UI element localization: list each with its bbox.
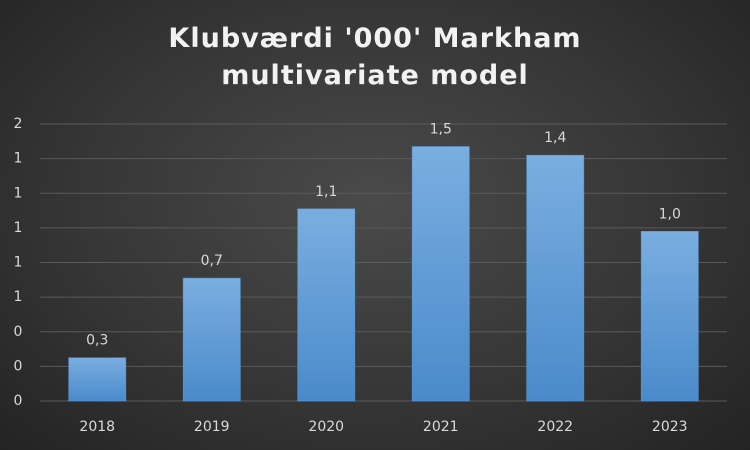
bar <box>640 231 699 402</box>
data-label: 1,4 <box>544 130 566 146</box>
x-tick-label: 2021 <box>423 419 459 435</box>
y-tick-label: 0 <box>14 358 23 374</box>
data-label: 0,7 <box>201 253 223 269</box>
y-tick-label: 1 <box>14 220 23 236</box>
data-label: 1,1 <box>315 184 337 200</box>
x-tick-label: 2018 <box>79 419 115 435</box>
chart-title: Klubværdi '000' Markham multivariate mod… <box>168 23 582 91</box>
x-tick-label: 2023 <box>652 419 688 435</box>
bar <box>411 146 470 402</box>
y-tick-label: 0 <box>14 324 23 340</box>
data-label: 1,0 <box>659 206 681 222</box>
y-tick-label: 1 <box>14 289 23 305</box>
y-tick-label: 0 <box>14 393 23 409</box>
x-tick-label: 2019 <box>194 419 230 435</box>
bar <box>526 154 585 402</box>
bar <box>297 208 356 402</box>
data-label: 0,3 <box>86 333 108 349</box>
y-tick-label: 1 <box>14 185 23 201</box>
bar <box>182 277 241 402</box>
x-tick-label: 2022 <box>537 419 573 435</box>
bar <box>68 357 127 402</box>
y-tick-label: 2 <box>14 116 23 132</box>
y-tick-label: 1 <box>14 255 23 271</box>
y-tick-label: 1 <box>14 151 23 167</box>
x-tick-label: 2020 <box>308 419 344 435</box>
data-label: 1,5 <box>430 122 452 138</box>
